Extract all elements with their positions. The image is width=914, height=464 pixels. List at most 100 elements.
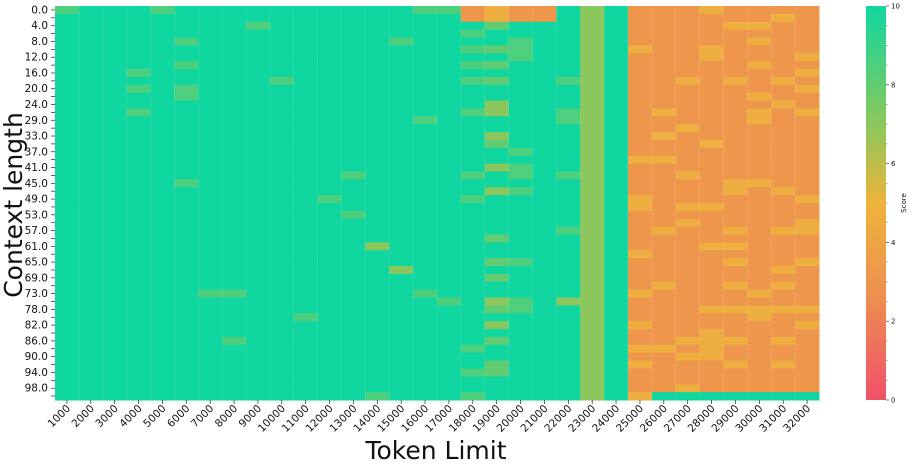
heatmap-cell [508,195,533,204]
heatmap-cell [508,360,533,369]
heatmap-cell [150,368,175,377]
heatmap-cell [389,336,414,346]
heatmap-cell [102,13,128,23]
heatmap-cell [198,226,223,236]
heatmap-cell [317,116,342,125]
heatmap-cell [556,116,581,125]
heatmap-cell [699,6,724,15]
heatmap-cell [795,360,820,369]
heatmap-cell [78,92,104,102]
heatmap-cell [55,360,80,369]
heatmap-cell [246,289,271,299]
heatmap-cell [55,336,80,346]
heatmap-cell [460,139,486,149]
heatmap-cell [675,187,701,196]
heatmap-cell [556,155,581,165]
y-tick-label: 86.0 [25,335,48,347]
heatmap-cell [747,155,772,165]
heatmap-cell [437,132,462,141]
heatmap-cell [317,69,342,78]
heatmap-cell [651,61,677,70]
heatmap-cell [222,163,247,172]
heatmap-cell [150,313,175,322]
heatmap-cell [341,242,366,251]
heatmap-cell [222,210,247,220]
heatmap-cell [150,163,175,172]
heatmap-cell [174,6,199,15]
heatmap-cell [174,69,199,78]
heatmap-cell [341,384,366,393]
colorbar-tick-label: 8 [891,81,895,89]
heatmap-cell [795,352,820,362]
heatmap-cell [484,13,510,23]
heatmap-cell [651,234,677,243]
heatmap-cell [317,273,342,283]
heatmap-cell [150,108,175,117]
heatmap-cell [556,179,581,188]
heatmap-cell [341,116,366,125]
heatmap-cell [222,124,247,133]
heatmap-cell [55,92,80,102]
heatmap-cell [341,273,366,283]
heatmap-cell [198,384,223,393]
heatmap-cell [55,242,80,251]
x-tick-label: 5000 [141,403,168,430]
heatmap-cell [174,313,199,322]
heatmap-cell [675,108,701,117]
heatmap-cell [723,321,748,330]
heatmap-cell [317,313,342,322]
heatmap-cell [484,281,510,291]
heatmap-cell [55,100,80,109]
heatmap-cell [174,29,199,39]
heatmap-cell [604,147,629,157]
heatmap-cell [78,336,104,346]
heatmap-cell [222,352,247,362]
heatmap-cell [269,147,295,157]
heatmap-cell [699,163,724,172]
heatmap-cell [699,297,724,306]
heatmap-cell [198,281,223,291]
heatmap-cell [580,273,605,283]
heatmap-cell [747,92,772,102]
heatmap-cell [389,305,414,314]
heatmap-cell [484,155,510,165]
heatmap-cell [747,368,772,377]
heatmap-cell [795,368,820,377]
heatmap-cell [437,289,462,299]
heatmap-cell [699,84,724,94]
heatmap-cell [365,92,390,102]
heatmap-cell [604,368,629,377]
heatmap-cell [317,281,342,291]
heatmap-cell [413,266,438,275]
heatmap-cell [102,242,128,251]
heatmap-cell [699,313,724,322]
heatmap-cell [317,218,342,228]
heatmap-cell [413,116,438,125]
heatmap-cell [580,29,605,39]
heatmap-cell [532,132,557,141]
heatmap-cell [126,6,151,15]
heatmap-cell [222,218,247,228]
heatmap-cell [556,329,581,338]
heatmap-cell [150,226,175,236]
heatmap-cell [651,179,677,188]
heatmap-cell [102,266,128,275]
heatmap-cell [747,321,772,330]
heatmap-cell [556,29,581,39]
cells-layer [55,6,820,401]
heatmap-cell [771,76,796,86]
heatmap-cell [222,195,247,204]
heatmap-cell [317,242,342,251]
heatmap-cell [174,124,199,133]
heatmap-cell [651,53,677,62]
heatmap-cell [771,392,796,401]
heatmap-cell [198,92,223,102]
heatmap-cell [317,258,342,267]
heatmap-cell [771,155,796,165]
y-tick-label: 53.0 [25,209,48,221]
heatmap-cell [293,92,319,102]
heatmap-cell [723,163,748,172]
heatmap-cell [317,392,342,401]
heatmap-cell [413,53,438,62]
heatmap-cell [413,155,438,165]
